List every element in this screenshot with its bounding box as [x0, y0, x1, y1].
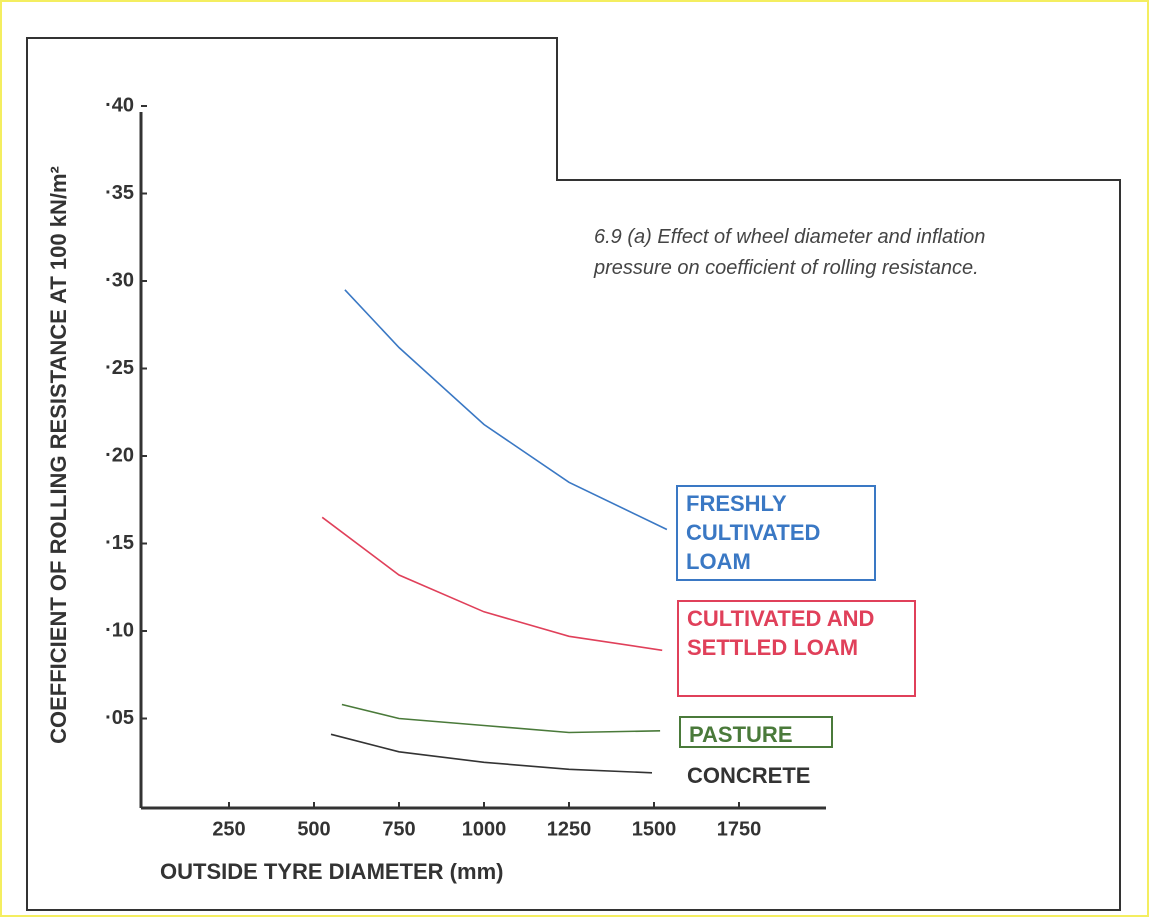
- legend-label: FRESHLY CULTIVATED LOAM: [676, 485, 876, 581]
- legend-label: CONCRETE: [687, 763, 811, 788]
- legend-label: PASTURE: [679, 716, 833, 748]
- x-tick-label: 1000: [462, 818, 507, 840]
- x-tick-label: 1750: [717, 818, 762, 840]
- x-tick-label: 750: [382, 818, 415, 840]
- y-tick-label: ·05: [105, 707, 134, 729]
- y-axis-label: COEFFICIENT OF ROLLING RESISTANCE AT 100…: [46, 166, 71, 744]
- y-tick-label: ·30: [105, 269, 134, 291]
- x-tick-label: 500: [297, 818, 330, 840]
- legend-label: CULTIVATED AND SETTLED LOAM: [677, 600, 916, 697]
- series-line: [341, 703, 661, 734]
- y-tick-label: ·10: [105, 619, 134, 641]
- y-tick-label: ·15: [105, 532, 134, 554]
- x-tick-label: 1250: [547, 818, 592, 840]
- series-line: [330, 733, 653, 774]
- x-tick-label: 1500: [632, 818, 677, 840]
- y-tick-label: ·20: [105, 444, 134, 466]
- series-line: [321, 516, 663, 652]
- y-tick-label: ·25: [105, 357, 134, 379]
- series-line: [344, 289, 668, 531]
- caption: 6.9 (a) Effect of wheel diameter and inf…: [594, 226, 986, 279]
- frame: [26, 37, 1121, 911]
- x-axis-label: OUTSIDE TYRE DIAMETER (mm): [160, 859, 503, 884]
- y-tick-label: ·35: [105, 182, 134, 204]
- y-tick-label: ·40: [105, 94, 134, 116]
- x-tick-label: 250: [212, 818, 245, 840]
